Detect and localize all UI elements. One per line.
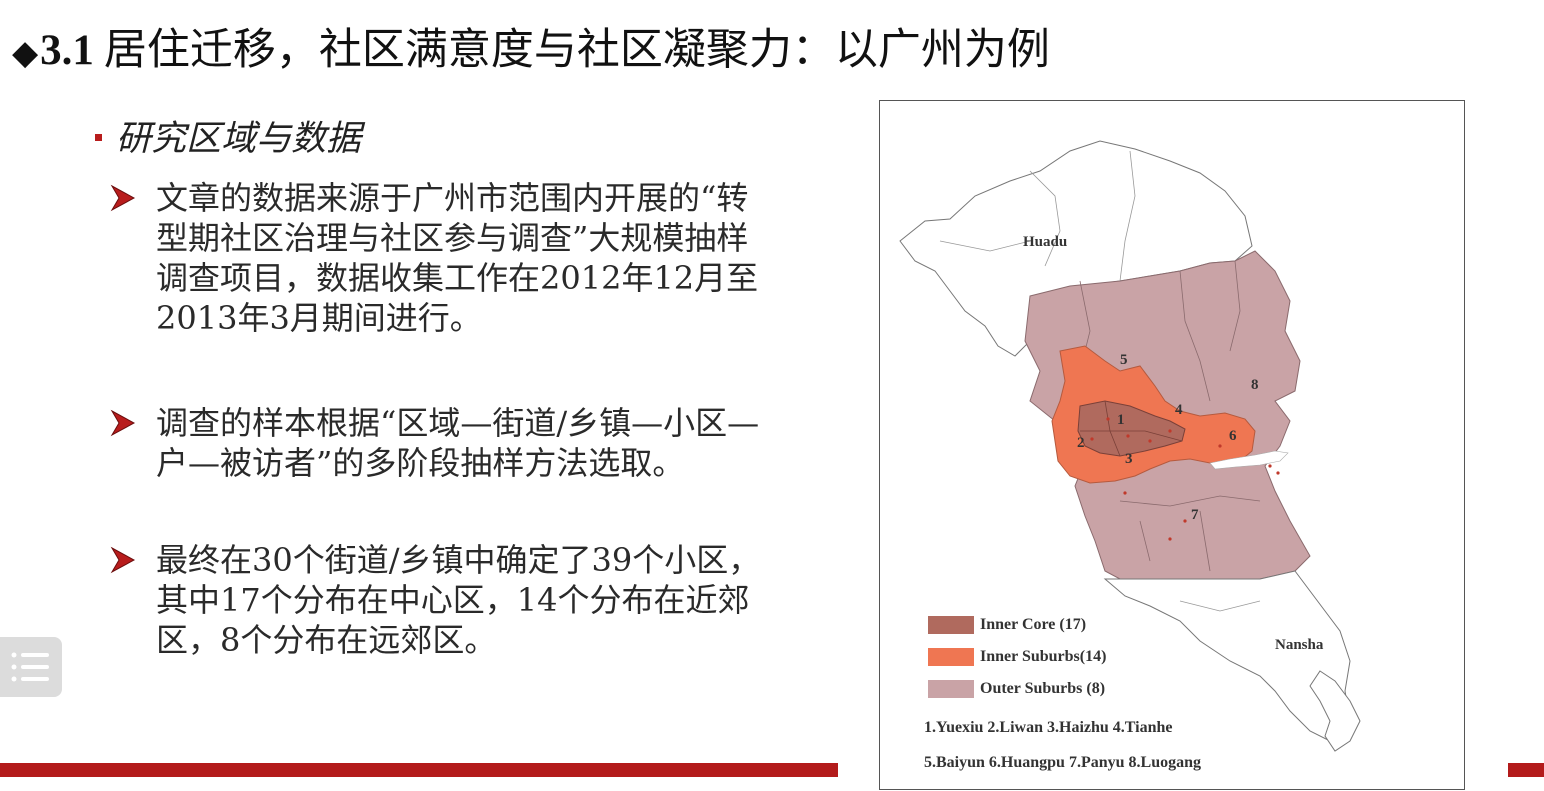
arrowhead-icon (110, 184, 136, 212)
footer-bar (1508, 763, 1544, 777)
legend-label: Inner Core (17) (980, 616, 1087, 633)
bullet-item: 最终在30个街道/乡镇中确定了39个小区，其中17个分布在中心区，14个分布在近… (110, 540, 770, 660)
legend-label: Inner Suburbs(14) (980, 648, 1107, 665)
district-number: 2 (1077, 435, 1085, 451)
arrowhead-icon (110, 409, 136, 437)
district-number: 1 (1117, 412, 1125, 428)
region-nansha (1103, 570, 1351, 742)
legend-item-outer-suburbs: Outer Suburbs (8) (928, 680, 1106, 699)
legend-item-inner-core: Inner Core (17) (928, 616, 1087, 635)
bullet-item: 调查的样本根据“区域—街道/乡镇—小区—户—被访者”的多阶段抽样方法选取。 (110, 403, 770, 483)
arrowhead-icon (110, 546, 136, 574)
label-huadu: Huadu (1023, 234, 1068, 250)
slide-title: ◆3.1 居住迁移，社区满意度与社区凝聚力：以广州为例 (12, 22, 1050, 81)
district-number: 6 (1229, 428, 1237, 444)
square-bullet-icon (95, 134, 102, 141)
legend-label: Outer Suburbs (8) (980, 680, 1106, 697)
bullet-text: 文章的数据来源于广州市范围内开展的“转型期社区治理与社区参与调查”大规模抽样调查… (156, 179, 759, 337)
title-text: 居住迁移，社区满意度与社区凝聚力：以广州为例 (103, 25, 1050, 75)
district-number: 5 (1120, 352, 1128, 368)
subheading: 研究区域与数据 (95, 110, 361, 161)
legend-swatch (928, 616, 974, 635)
district-list-line: 1.Yuexiu 2.Liwan 3.Haizhu 4.Tianhe (924, 719, 1173, 736)
district-number: 4 (1175, 402, 1183, 418)
district-number: 3 (1125, 451, 1133, 467)
title-number: 3.1 (40, 27, 94, 74)
region-inner-core (1077, 400, 1186, 457)
bullet-item: 文章的数据来源于广州市范围内开展的“转型期社区治理与社区参与调查”大规模抽样调查… (110, 178, 770, 338)
footer-bar (0, 763, 838, 777)
legend-swatch (928, 648, 974, 667)
label-nansha: Nansha (1275, 637, 1324, 653)
district-list-line: 5.Baiyun 6.Huangpu 7.Panyu 8.Luogang (924, 754, 1201, 771)
bullet-text: 调查的样本根据“区域—街道/乡镇—小区—户—被访者”的多阶段抽样方法选取。 (156, 404, 760, 482)
diamond-icon: ◆ (12, 33, 39, 73)
subheading-text: 研究区域与数据 (116, 119, 362, 159)
legend-swatch (928, 680, 974, 699)
bullet-text: 最终在30个街道/乡镇中确定了39个小区，其中17个分布在中心区，14个分布在近… (156, 541, 761, 659)
menu-list-icon (11, 652, 49, 682)
map-svg (899, 140, 1361, 752)
district-number: 8 (1251, 377, 1259, 393)
menu-button[interactable] (0, 637, 62, 697)
district-number: 7 (1191, 507, 1199, 523)
legend-item-inner-suburbs: Inner Suburbs(14) (928, 648, 1107, 667)
guangzhou-map: Huadu Nansha 1 2 3 4 5 6 7 8 Inner Core … (879, 100, 1465, 790)
